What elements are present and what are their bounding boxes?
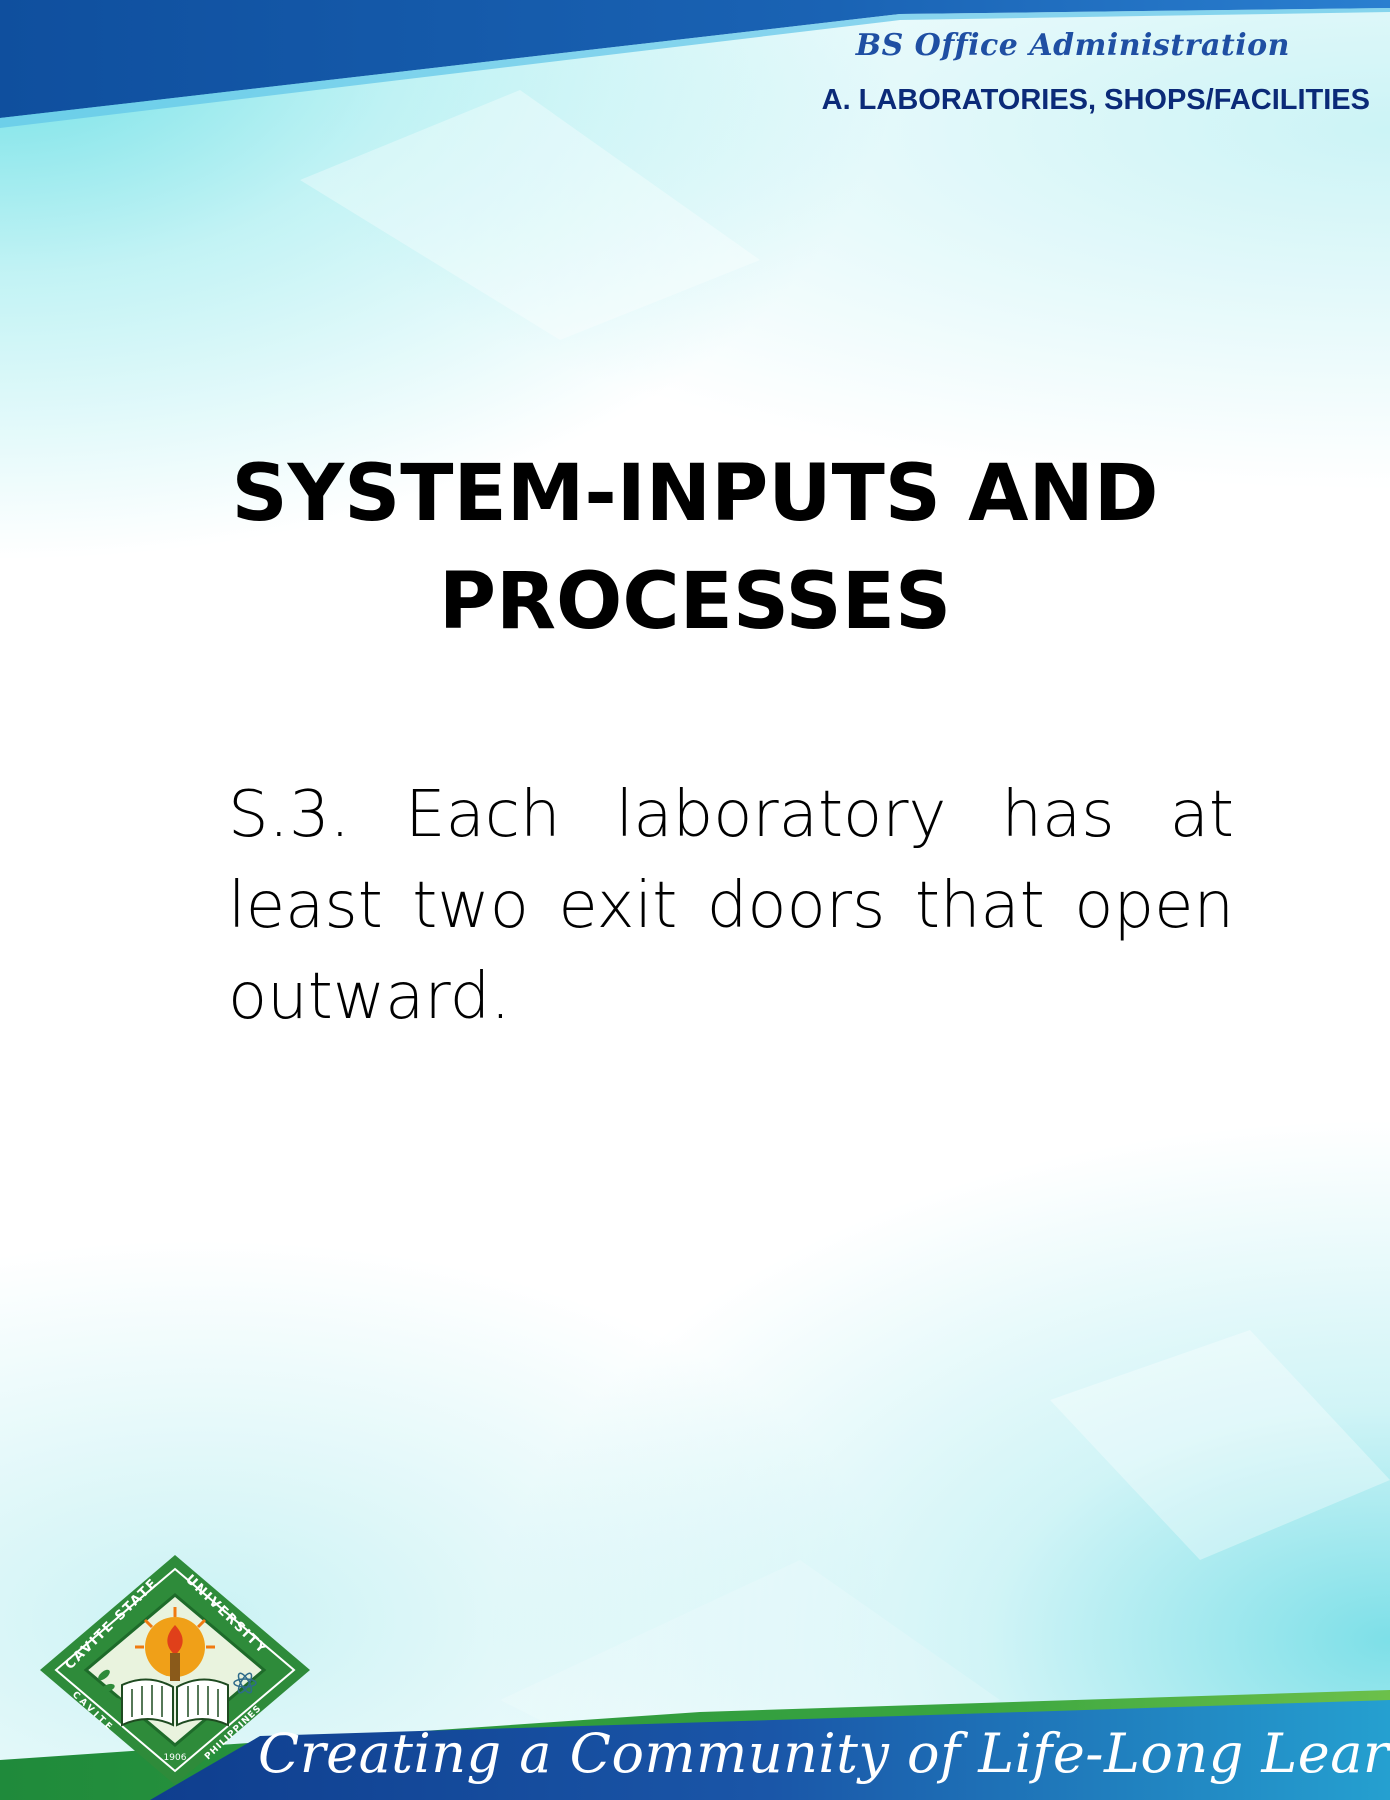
standard-statement: S.3. Each laboratory has at least two ex… bbox=[228, 778, 1234, 1034]
program-name: BS Office Administration bbox=[855, 28, 1290, 63]
page-title-line-1: SYSTEM-INPUTS AND bbox=[231, 449, 1159, 539]
torch-icon bbox=[135, 1607, 215, 1681]
university-seal-logo: CAVITE STATE UNIVERSITY CAVITE PHILIPPIN… bbox=[40, 1555, 310, 1785]
page-title: SYSTEM-INPUTS AND PROCESSES bbox=[120, 440, 1270, 656]
laurel-leaf-icon bbox=[98, 1669, 121, 1705]
open-book-icon bbox=[121, 1678, 229, 1727]
footer-motto: Creating a Community of Life-Long Learne… bbox=[258, 1722, 1390, 1785]
top-band bbox=[0, 0, 1390, 118]
bottom-blue-band bbox=[150, 1700, 1390, 1800]
logo-year: 1906 bbox=[164, 1753, 187, 1763]
page-title-line-2: PROCESSES bbox=[438, 557, 952, 647]
section-heading: A. LABORATORIES, SHOPS/FACILITIES bbox=[821, 84, 1370, 116]
atom-icon bbox=[233, 1672, 257, 1694]
